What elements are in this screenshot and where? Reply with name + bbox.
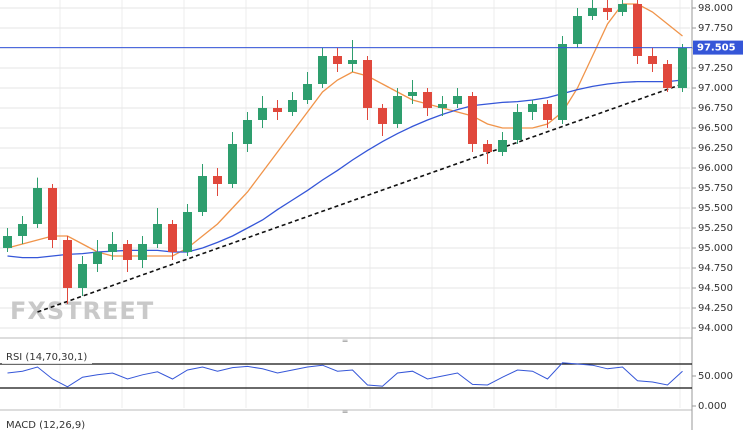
y-tick-label: 98.000: [698, 3, 733, 14]
candle-body: [228, 144, 237, 184]
moving-average: [7, 79, 683, 259]
candle-body: [108, 244, 117, 252]
moving-average: [7, 3, 683, 257]
candle-body: [318, 56, 327, 84]
candle-body: [168, 224, 177, 252]
candle-body: [558, 44, 567, 120]
y-tick-label: 94.500: [698, 283, 733, 294]
candle-body: [33, 188, 42, 224]
y-tick-label: 50.000: [698, 371, 733, 382]
y-tick-label: 97.250: [698, 63, 733, 74]
candle-body: [573, 16, 582, 44]
y-tick-label: 94.750: [698, 263, 733, 274]
candle-body: [498, 140, 507, 152]
candle-body: [348, 60, 357, 64]
y-tick-label: 0.000: [698, 401, 727, 412]
candle-body: [303, 84, 312, 100]
rsi-line: [7, 362, 683, 388]
resize-handle: ═: [342, 408, 348, 417]
candle-body: [618, 4, 627, 12]
candle-body: [663, 64, 672, 88]
trendline: [37, 83, 683, 313]
candle-body: [138, 244, 147, 260]
candle-body: [543, 104, 552, 120]
candle-body: [528, 104, 537, 112]
candle-body: [153, 224, 162, 244]
y-tick-label: 97.750: [698, 23, 733, 34]
resize-handle: ═: [342, 337, 348, 346]
y-tick-label: 95.750: [698, 183, 733, 194]
candle-body: [588, 8, 597, 16]
candle-body: [363, 60, 372, 108]
candle-body: [243, 120, 252, 144]
y-tick-label: 96.250: [698, 143, 733, 154]
price-label: 97.505: [697, 43, 736, 54]
y-tick-label: 94.000: [698, 323, 733, 334]
y-tick-label: 96.000: [698, 163, 733, 174]
y-tick-label: 95.000: [698, 243, 733, 254]
macd-label: MACD (12,26,9): [6, 420, 85, 430]
candle-body: [513, 112, 522, 140]
candle-body: [78, 264, 87, 288]
price-label-bg: [693, 40, 743, 55]
candle-body: [183, 212, 192, 252]
candle-body: [48, 188, 57, 240]
candle-body: [603, 8, 612, 12]
candle-body: [3, 236, 12, 248]
candle-body: [453, 96, 462, 104]
candle-body: [258, 108, 267, 120]
candle-body: [378, 108, 387, 124]
candle-body: [408, 92, 417, 96]
y-tick-label: 95.500: [698, 203, 733, 214]
candle-body: [648, 56, 657, 64]
watermark: FXSTREET: [10, 297, 154, 325]
y-tick-label: 96.750: [698, 103, 733, 114]
candle-body: [123, 244, 132, 260]
candle-body: [633, 4, 642, 56]
candle-body: [93, 252, 102, 264]
candle-body: [393, 96, 402, 124]
candle-body: [273, 108, 282, 112]
label-bg: [2, 350, 92, 364]
candle-body: [678, 48, 687, 88]
candle-body: [483, 144, 492, 152]
candle-body: [333, 56, 342, 64]
candle-body: [198, 176, 207, 212]
candle-body: [423, 92, 432, 108]
candle-body: [438, 104, 447, 108]
rsi-label: RSI (14,70,30,1): [6, 352, 87, 363]
y-tick-label: 97.000: [698, 83, 733, 94]
candle-body: [18, 224, 27, 236]
y-tick-label: 95.250: [698, 223, 733, 234]
candle-body: [63, 240, 72, 288]
y-tick-label: 96.500: [698, 123, 733, 134]
candle-body: [468, 96, 477, 144]
candle-body: [213, 176, 222, 184]
candle-body: [288, 100, 297, 112]
y-tick-label: 94.250: [698, 303, 733, 314]
